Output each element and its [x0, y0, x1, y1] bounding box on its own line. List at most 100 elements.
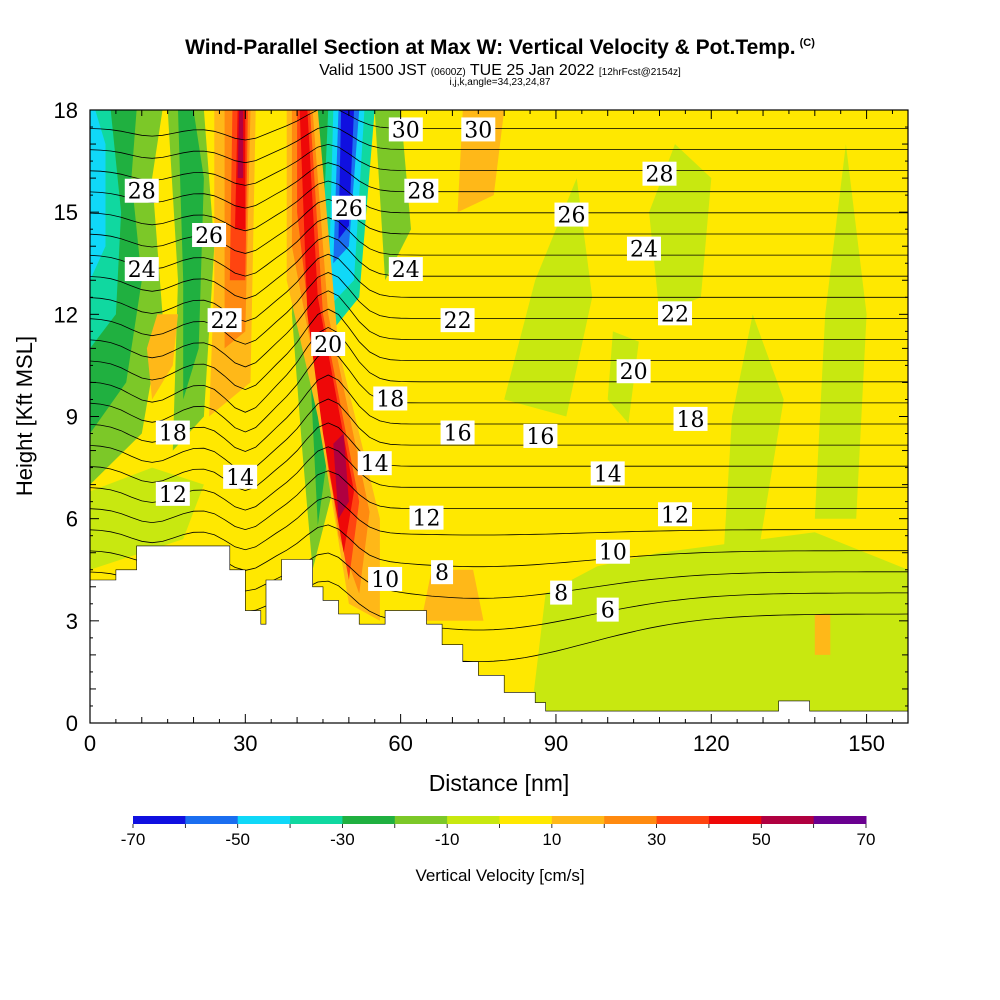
contour-label-text: 10: [371, 568, 399, 593]
colorbar-tick-label: 10: [542, 830, 561, 849]
velocity-region: [649, 144, 712, 315]
contour-label-text: 12: [413, 507, 441, 532]
y-tick-label: 12: [54, 302, 78, 327]
contour-label: 18: [155, 420, 190, 447]
isentrope-line: [90, 374, 908, 452]
isentrope-line: [90, 326, 908, 413]
contour-label-box: [155, 420, 190, 445]
contour-label: 20: [311, 331, 346, 358]
contour-label-text: 14: [361, 452, 389, 477]
isentrope-line: [90, 398, 908, 472]
contour-label-text: 12: [661, 503, 689, 528]
x-axis: 0 30 60 90 120 150: [84, 110, 893, 756]
contour-label-box: [388, 117, 423, 142]
isentrope-line: [90, 290, 908, 368]
contour-label-text: 26: [335, 197, 363, 222]
colorbar-swatch: [656, 816, 710, 824]
velocity-region: [333, 433, 349, 519]
velocity-region: [814, 144, 867, 519]
colorbar-tick-label: -30: [330, 830, 355, 849]
colorbar-swatch: [761, 816, 815, 824]
isentrope-line: [90, 110, 908, 141]
velocity-region: [374, 110, 411, 281]
contour-label-text: 20: [620, 360, 648, 385]
colorbar-tick-label: -50: [225, 830, 250, 849]
isentrope-line: [90, 235, 908, 300]
contour-label-text: 24: [630, 238, 658, 263]
contour-label-text: 16: [526, 425, 554, 450]
y-tick-label: 18: [54, 98, 78, 123]
contour-label-text: 30: [464, 118, 492, 143]
y-tick-label: 6: [66, 507, 78, 532]
contour-label: 12: [155, 481, 190, 508]
velocity-region: [530, 532, 908, 723]
contour-label-box: [616, 359, 651, 384]
contour-label: 8: [550, 580, 573, 607]
contour-label-text: 24: [392, 258, 420, 283]
isentrope-line: [90, 350, 908, 433]
contour-label-box: [523, 423, 558, 448]
colorbar-tick-label: 70: [857, 830, 876, 849]
contour-labels: 30 30 28 28 28 26 26 26 24 24 24 22 22 22 20 20 18 18 18 16…: [124, 117, 708, 624]
y-axis-label: Height [Kft MSL]: [12, 336, 37, 496]
title-main: Wind-Parallel Section at Max W: Vertical…: [185, 36, 796, 59]
contour-label-text: 18: [376, 387, 404, 412]
contour-label: 12: [409, 505, 444, 532]
chart-title: Wind-Parallel Section at Max W: Vertical…: [0, 36, 1000, 60]
contour-label-text: 10: [599, 541, 627, 566]
contour-label-box: [440, 308, 475, 333]
velocity-region: [178, 110, 204, 400]
contour-label-box: [658, 301, 693, 326]
contour-label: 26: [554, 202, 589, 229]
x-tick-label: 0: [84, 731, 96, 756]
contour-label: 24: [124, 257, 159, 283]
isentrope-line: [90, 496, 908, 551]
contour-label-text: 26: [195, 224, 223, 249]
contour-label: 10: [595, 539, 630, 566]
contour-label: 22: [207, 308, 242, 334]
contour-label-text: 22: [211, 309, 239, 334]
contour-label-text: 22: [661, 302, 689, 327]
contour-label-box: [596, 597, 619, 622]
colorbar-swatch: [185, 816, 239, 824]
contour-label-box: [124, 178, 159, 203]
plot-area: [90, 110, 908, 723]
contour-label-text: 28: [645, 163, 673, 188]
contour-label: 28: [124, 178, 159, 205]
contour-label-text: 6: [601, 599, 615, 624]
isentrope-line: [90, 470, 908, 531]
contour-label-box: [626, 236, 661, 261]
colorbar-swatch: [237, 816, 291, 824]
contour-label: 28: [642, 161, 677, 188]
colorbar-swatch: [290, 816, 343, 824]
x-tick-label: 150: [848, 731, 885, 756]
contour-label-text: 24: [128, 258, 156, 283]
index-line: i,j,k,angle=34,23,24,87: [449, 77, 551, 88]
contour-label-text: 18: [159, 422, 187, 447]
contour-label-box: [461, 117, 496, 142]
contour-label: 26: [192, 223, 227, 249]
forecast-info: [12hrFcst@2154z]: [598, 67, 681, 78]
contour-label-box: [404, 178, 439, 203]
x-tick-label: 60: [388, 731, 412, 756]
contour-label: 20: [616, 359, 651, 385]
contour-label: 8: [431, 560, 454, 586]
contour-label-text: 28: [128, 180, 156, 205]
velocity-region: [814, 614, 831, 655]
contour-label-text: 16: [444, 422, 472, 447]
contour-label: 24: [388, 257, 423, 283]
contour-label: 22: [658, 301, 693, 327]
x-axis-label: Distance [nm]: [429, 770, 570, 796]
contour-label: 18: [373, 386, 408, 412]
contour-label: 10: [368, 566, 403, 593]
contour-label-box: [192, 223, 227, 248]
contour-label-box: [550, 580, 573, 605]
contour-label-box: [311, 331, 346, 356]
contour-label-text: 14: [594, 462, 622, 487]
contour-label: 18: [673, 406, 708, 433]
colorbar-tick-label: 50: [752, 830, 771, 849]
contour-label: 14: [357, 451, 392, 477]
contour-label-text: 30: [392, 118, 420, 143]
contour-label: 30: [461, 117, 496, 143]
